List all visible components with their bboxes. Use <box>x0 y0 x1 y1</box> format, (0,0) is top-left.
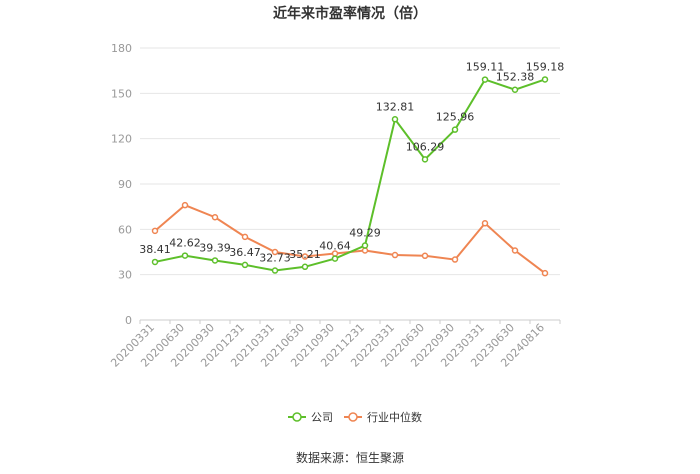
legend[interactable]: 公司 行业中位数 <box>288 410 422 424</box>
data-point[interactable] <box>481 220 489 227</box>
data-source: 数据来源：恒生聚源 <box>296 450 404 465</box>
y-tick-label: 30 <box>118 269 132 282</box>
legend-swatch-marker[interactable] <box>292 412 302 422</box>
data-label: 36.47 <box>229 246 261 259</box>
data-point[interactable] <box>211 257 219 264</box>
data-point[interactable] <box>511 247 519 254</box>
legend-label[interactable]: 公司 <box>311 411 333 424</box>
y-tick-label: 120 <box>111 133 132 146</box>
data-label: 38.41 <box>139 243 171 256</box>
data-point[interactable] <box>451 126 459 133</box>
data-label: 132.81 <box>376 100 415 113</box>
data-label: 39.39 <box>199 241 231 254</box>
data-point[interactable] <box>301 253 309 260</box>
data-point[interactable] <box>151 258 159 266</box>
data-label: 159.11 <box>466 61 505 74</box>
data-label: 152.38 <box>496 71 535 84</box>
y-tick-label: 90 <box>118 178 132 191</box>
data-point[interactable] <box>541 76 549 83</box>
data-point[interactable] <box>211 213 219 221</box>
y-axis: 0 30 60 90 120 150 180 <box>111 42 132 327</box>
data-label: 159.18 <box>526 60 565 73</box>
legend-swatch-marker[interactable] <box>348 412 358 422</box>
legend-label[interactable]: 行业中位数 <box>367 410 422 424</box>
data-point[interactable] <box>271 267 279 274</box>
x-axis: 2020033120200630202009302020123120210331… <box>108 319 561 370</box>
y-tick-label: 60 <box>118 223 132 236</box>
y-tick-label: 180 <box>111 42 132 55</box>
data-point[interactable] <box>181 201 189 209</box>
data-label: 125.96 <box>436 111 475 124</box>
data-point[interactable] <box>181 252 189 259</box>
data-point[interactable] <box>451 256 459 263</box>
data-point[interactable] <box>511 86 519 93</box>
data-point[interactable] <box>391 251 399 259</box>
chart-title: 近年来市盈率情况（倍） <box>273 5 427 22</box>
y-tick-label: 0 <box>125 314 132 327</box>
data-label: 40.64 <box>319 240 351 253</box>
data-label: 35.21 <box>289 248 321 261</box>
data-point[interactable] <box>421 252 429 260</box>
grid-lines <box>140 47 560 321</box>
data-label: 32.73 <box>259 252 291 265</box>
data-point[interactable] <box>481 76 489 83</box>
data-point[interactable] <box>241 233 249 241</box>
data-point[interactable] <box>301 263 309 271</box>
data-point[interactable] <box>421 156 429 163</box>
data-point[interactable] <box>541 269 549 277</box>
data-label: 106.29 <box>406 140 445 153</box>
data-point[interactable] <box>331 255 339 262</box>
data-point[interactable] <box>361 242 369 249</box>
data-point[interactable] <box>391 116 399 123</box>
y-tick-label: 150 <box>111 87 132 100</box>
data-point[interactable] <box>151 227 159 235</box>
series-layer <box>151 76 549 277</box>
data-point[interactable] <box>241 261 249 269</box>
data-label: 42.62 <box>169 237 201 250</box>
data-labels: 38.4142.6239.3936.4732.7335.2140.6449.29… <box>139 60 564 264</box>
data-point[interactable] <box>271 248 279 256</box>
series-line-0 <box>154 78 546 272</box>
data-label: 49.29 <box>349 227 381 240</box>
